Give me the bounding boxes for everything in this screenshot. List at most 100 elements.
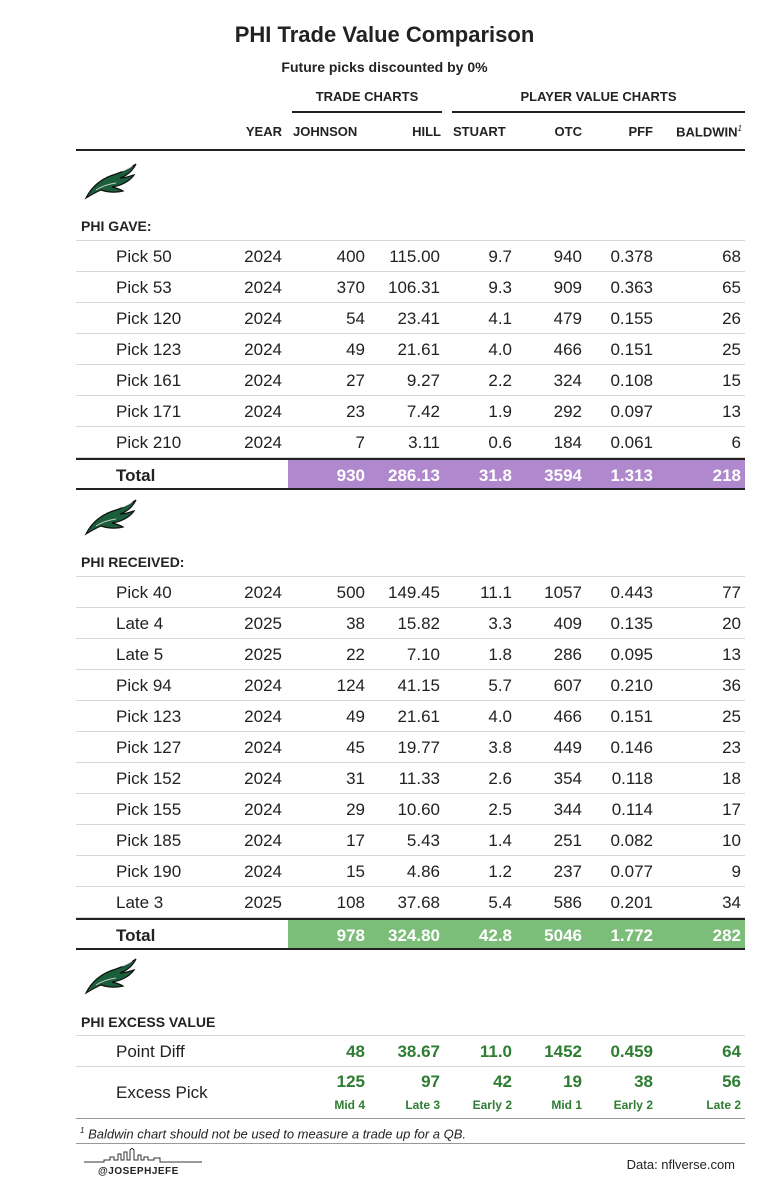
- footnote: 1 Baldwin chart should not be used to me…: [80, 1126, 466, 1141]
- received-cell-baldwin: 25: [722, 707, 741, 726]
- gave-table-row: Pick 50 2024 400 115.00 9.7 940 0.378 68: [76, 241, 745, 272]
- received-cell-hill: 4.86: [406, 862, 440, 881]
- received-total-baldwin: 282: [712, 926, 741, 945]
- col-header-baldwin: BALDWIN1: [676, 124, 742, 139]
- gave-cell-johnson: 54: [346, 309, 365, 328]
- received-cell-year: 2024: [244, 862, 282, 881]
- received-cell-hill: 15.82: [397, 614, 440, 633]
- received-cell-johnson: 29: [346, 800, 365, 819]
- received-cell-baldwin: 77: [722, 583, 741, 602]
- received-cell-stuart: 3.8: [488, 738, 512, 757]
- gave-cell-otc: 292: [553, 402, 582, 421]
- received-table-row: Pick 190 2024 15 4.86 1.2 237 0.077 9: [76, 856, 745, 887]
- gave-cell-pff: 0.097: [610, 402, 653, 421]
- trade-charts-group-header: TRADE CHARTS: [292, 89, 442, 113]
- gave-total-highlight: [288, 460, 745, 488]
- received-total-highlight: [288, 920, 745, 948]
- point-diff-otc: 1452: [544, 1042, 582, 1061]
- received-cell-baldwin: 9: [731, 862, 741, 881]
- received-cell-hill: 41.15: [397, 676, 440, 695]
- received-cell-baldwin: 34: [722, 893, 741, 912]
- gave-cell-otc: 909: [553, 278, 582, 297]
- received-cell-baldwin: 18: [722, 769, 741, 788]
- gave-cell-pff: 0.108: [610, 371, 653, 390]
- received-cell-pick: Pick 94: [116, 676, 172, 695]
- gave-cell-year: 2024: [244, 309, 282, 328]
- col-header-stuart: STUART: [453, 124, 506, 139]
- gave-total-label: Total: [116, 466, 156, 485]
- excess-pick-johnson-round: Mid 4: [334, 1098, 365, 1112]
- received-cell-otc: 586: [553, 893, 582, 912]
- gave-table-row: Pick 53 2024 370 106.31 9.3 909 0.363 65: [76, 272, 745, 303]
- received-cell-year: 2024: [244, 583, 282, 602]
- excess-pick-baldwin-round: Late 2: [706, 1098, 741, 1112]
- page-title: PHI Trade Value Comparison: [234, 22, 535, 47]
- gave-cell-johnson: 400: [336, 247, 365, 266]
- excess-pick-otc: 19: [563, 1072, 582, 1091]
- received-cell-johnson: 45: [346, 738, 365, 757]
- received-cell-stuart: 1.2: [488, 862, 512, 881]
- received-cell-hill: 10.60: [397, 800, 440, 819]
- received-cell-otc: 286: [553, 645, 582, 664]
- received-cell-pick: Pick 123: [116, 707, 182, 726]
- received-cell-hill: 149.45: [388, 583, 440, 602]
- col-header-pff: PFF: [628, 124, 653, 139]
- received-cell-pick: Pick 155: [116, 800, 182, 819]
- point-diff-row: Point Diff 48 38.67 11.0 1452 0.459 64: [76, 1036, 745, 1067]
- received-cell-pff: 0.118: [611, 769, 653, 788]
- footnote-mark: 1: [80, 1126, 85, 1135]
- point-diff-hill: 38.67: [397, 1042, 440, 1061]
- received-cell-baldwin: 20: [722, 614, 741, 633]
- gave-table-row: Pick 210 2024 7 3.11 0.6 184 0.061 6: [76, 427, 745, 458]
- section-label-excess: PHI EXCESS VALUE: [81, 1014, 216, 1030]
- received-cell-stuart: 1.4: [488, 831, 512, 850]
- gave-cell-hill: 115.00: [389, 247, 440, 266]
- received-cell-stuart: 2.5: [488, 800, 512, 819]
- gave-cell-johnson: 370: [336, 278, 365, 297]
- gave-total-baldwin: 218: [712, 466, 741, 485]
- gave-cell-johnson: 23: [346, 402, 365, 421]
- received-table-row: Late 4 2025 38 15.82 3.3 409 0.135 20: [76, 608, 745, 639]
- received-cell-otc: 344: [553, 800, 582, 819]
- received-cell-baldwin: 23: [722, 738, 741, 757]
- received-cell-pick: Pick 40: [116, 583, 172, 602]
- gave-cell-otc: 479: [553, 309, 582, 328]
- gave-total-otc: 3594: [544, 466, 582, 485]
- gave-cell-stuart: 9.7: [488, 247, 512, 266]
- point-diff-stuart: 11.0: [479, 1042, 512, 1061]
- col-header-otc: OTC: [554, 124, 582, 139]
- received-cell-hill: 11.33: [398, 769, 440, 788]
- received-cell-johnson: 500: [336, 583, 365, 602]
- eagles-logo-icon: [84, 499, 137, 536]
- received-table-row: Pick 152 2024 31 11.33 2.6 354 0.118 18: [76, 763, 745, 794]
- col-header-year: YEAR: [245, 124, 282, 139]
- received-cell-otc: 237: [553, 862, 582, 881]
- footnote-text: Baldwin chart should not be used to meas…: [88, 1126, 467, 1142]
- eagles-logo-icon: [84, 163, 137, 200]
- point-diff-johnson: 48: [346, 1042, 365, 1061]
- received-total-hill: 324.80: [388, 926, 440, 945]
- received-cell-baldwin: 13: [722, 645, 741, 664]
- excess-pick-baldwin: 56: [722, 1072, 741, 1091]
- received-cell-stuart: 5.7: [488, 676, 512, 695]
- excess-label-rule: [76, 1035, 745, 1036]
- received-cell-pick: Late 5: [116, 645, 164, 664]
- gave-cell-baldwin: 13: [722, 402, 741, 421]
- gave-cell-hill: 3.11: [408, 433, 440, 452]
- received-cell-pff: 0.210: [610, 676, 653, 695]
- received-cell-stuart: 11.1: [480, 583, 512, 602]
- gave-cell-otc: 940: [553, 247, 582, 266]
- footnote-marker: 1: [737, 124, 742, 133]
- received-cell-baldwin: 10: [722, 831, 741, 850]
- gave-cell-pff: 0.151: [610, 340, 653, 359]
- section-label-received: PHI RECEIVED:: [81, 554, 185, 570]
- received-total-label: Total: [116, 926, 156, 945]
- received-cell-pff: 0.077: [610, 862, 653, 881]
- received-cell-year: 2024: [244, 831, 282, 850]
- author-credit: @JOSEPHJEFE: [98, 1166, 179, 1177]
- section-label-gave: PHI GAVE:: [81, 218, 152, 234]
- gave-cell-baldwin: 65: [722, 278, 741, 297]
- received-table-row: Late 5 2025 22 7.10 1.8 286 0.095 13: [76, 639, 745, 670]
- received-cell-johnson: 49: [346, 707, 365, 726]
- gave-total-pff: 1.313: [610, 466, 653, 485]
